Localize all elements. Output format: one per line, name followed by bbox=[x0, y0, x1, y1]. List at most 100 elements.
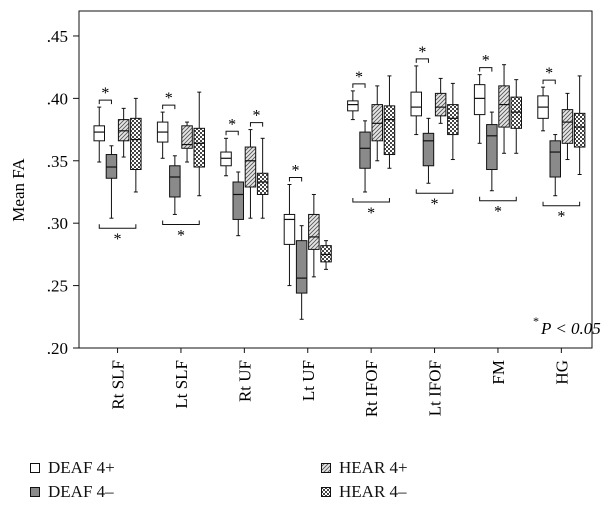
box-body bbox=[422, 132, 435, 167]
significance-bracket bbox=[162, 104, 176, 110]
significance-star: * bbox=[431, 196, 439, 213]
significance-bracket-lower bbox=[98, 224, 137, 229]
significance-bracket-lower bbox=[162, 220, 200, 225]
significance-bracket bbox=[479, 67, 493, 72]
box-body bbox=[130, 117, 142, 171]
box-deaf-4--hg bbox=[537, 86, 549, 132]
y-tick-label: .20 bbox=[47, 339, 68, 358]
box-body bbox=[117, 119, 130, 142]
significance-star: * bbox=[292, 162, 300, 179]
significance-bracket bbox=[542, 79, 556, 85]
box-hear-4--hg bbox=[561, 92, 574, 161]
significance-bracket bbox=[225, 130, 239, 136]
box-body bbox=[232, 181, 244, 220]
y-axis-label: Mean FA bbox=[9, 158, 28, 222]
box-body bbox=[498, 85, 510, 128]
box-deaf-4--fm bbox=[473, 74, 486, 144]
box-hear-4--rt-slf bbox=[117, 107, 130, 158]
box-body bbox=[295, 240, 308, 294]
x-tick-label: Rt UF bbox=[235, 360, 254, 402]
box-hear-4--rt-ifof bbox=[371, 85, 383, 162]
significance-star: * bbox=[253, 108, 261, 125]
box-deaf-4--rt-ifof bbox=[359, 120, 371, 193]
box-hear-4--lt-ifof bbox=[434, 77, 447, 124]
significance-bracket-lower bbox=[542, 201, 581, 207]
significance-star: * bbox=[482, 53, 490, 70]
box-body bbox=[383, 105, 396, 156]
significance-star: * bbox=[177, 227, 185, 244]
significance-star: * bbox=[228, 116, 236, 133]
significance-bracket bbox=[288, 176, 303, 182]
box-body bbox=[93, 125, 105, 142]
box-deaf-4--hg bbox=[549, 134, 561, 197]
box-hear-4--rt-uf bbox=[256, 137, 269, 219]
box-deaf-4--lt-uf bbox=[295, 225, 308, 320]
box-body bbox=[308, 213, 320, 250]
x-tick-label: Rt IFOF bbox=[362, 360, 381, 417]
x-tick-label: Lt UF bbox=[299, 360, 318, 401]
box-hear-4--rt-uf bbox=[244, 129, 257, 219]
box-hear-4--rt-ifof bbox=[383, 75, 396, 169]
box-body bbox=[347, 100, 359, 112]
box-hear-4--lt-slf bbox=[181, 121, 193, 163]
box-hear-4--lt-ifof bbox=[447, 82, 459, 161]
box-deaf-4--lt-ifof bbox=[410, 65, 422, 136]
annotation-text: P < 0.05 bbox=[540, 319, 601, 338]
box-body bbox=[220, 151, 232, 167]
x-tick-label: Rt SLF bbox=[109, 360, 128, 410]
box-hear-4--hg bbox=[573, 75, 586, 176]
significance-bracket-lower bbox=[479, 196, 517, 202]
box-body bbox=[410, 91, 422, 117]
significance-bracket-lower bbox=[415, 189, 454, 194]
significance-star: * bbox=[355, 69, 363, 86]
y-tick-label: .40 bbox=[47, 89, 68, 108]
box-body bbox=[359, 131, 371, 169]
significance-star: * bbox=[101, 85, 109, 102]
box-body bbox=[473, 84, 486, 116]
box-body bbox=[256, 172, 269, 195]
box-deaf-4--rt-slf bbox=[93, 106, 105, 163]
box-deaf-4--lt-uf bbox=[283, 183, 296, 287]
box-body bbox=[434, 92, 447, 117]
box-deaf-4--rt-uf bbox=[232, 171, 244, 237]
box-deaf-4--rt-uf bbox=[220, 137, 232, 177]
significance-bracket bbox=[249, 122, 264, 127]
box-body bbox=[193, 127, 205, 168]
y-tick-label: .35 bbox=[47, 152, 68, 171]
box-deaf-4--fm bbox=[486, 111, 498, 192]
box-deaf-4--rt-slf bbox=[105, 145, 118, 219]
box-deaf-4--lt-ifof bbox=[422, 117, 435, 184]
significance-bracket bbox=[352, 83, 366, 88]
significance-bracket bbox=[98, 99, 112, 105]
significance-star: * bbox=[114, 231, 122, 248]
box-body bbox=[320, 245, 332, 263]
significance-star: * bbox=[165, 90, 173, 107]
significance-bracket-lower bbox=[352, 197, 390, 203]
box-deaf-4--lt-slf bbox=[169, 155, 181, 215]
plot-frame bbox=[78, 10, 593, 349]
box-body bbox=[561, 109, 574, 144]
box-body bbox=[573, 112, 586, 148]
y-tick-label: .25 bbox=[47, 277, 68, 296]
box-body bbox=[486, 124, 498, 171]
y-tick-label: .30 bbox=[47, 214, 68, 233]
box-hear-4--lt-uf bbox=[320, 240, 332, 270]
significance-star: * bbox=[557, 209, 565, 226]
box-body bbox=[283, 213, 296, 245]
x-tick-label: Lt IFOF bbox=[426, 360, 445, 416]
box-body bbox=[371, 104, 383, 142]
annotation-star: * bbox=[533, 314, 539, 328]
box-body bbox=[447, 104, 459, 136]
box-body bbox=[181, 125, 193, 149]
significance-star: * bbox=[367, 205, 375, 222]
significance-star: * bbox=[494, 204, 502, 221]
box-hear-4--rt-slf bbox=[130, 97, 142, 193]
x-tick-label: HG bbox=[552, 360, 571, 385]
box-body bbox=[105, 154, 118, 179]
y-tick-label: .45 bbox=[47, 27, 68, 46]
box-body bbox=[244, 146, 257, 188]
box-body bbox=[169, 165, 181, 198]
box-hear-4--lt-uf bbox=[308, 193, 320, 278]
x-tick-label: FM bbox=[489, 360, 508, 385]
